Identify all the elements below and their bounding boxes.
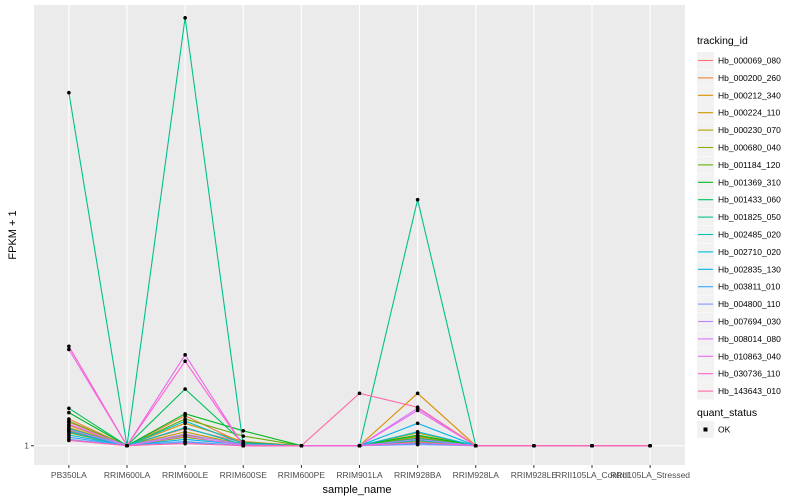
data-point (473, 443, 478, 448)
legend-label: Hb_001825_050 (718, 212, 781, 222)
legend-label: Hb_002485_020 (718, 230, 781, 240)
data-point (357, 443, 362, 448)
data-point (67, 406, 71, 411)
x-tick-label: RRIM600LA (104, 470, 151, 480)
data-point (415, 433, 420, 437)
x-tick-label: PB350LA (51, 470, 87, 480)
x-tick-label: RRII105LA_Stressed (610, 470, 690, 480)
legend-label: Hb_002835_130 (718, 264, 781, 274)
data-point (183, 441, 187, 446)
data-point (415, 421, 420, 426)
data-point (67, 422, 71, 427)
legend-label: Hb_003811_010 (718, 282, 781, 292)
x-tick-label: RRIM600LE (162, 470, 209, 480)
data-point (183, 359, 187, 364)
data-point (415, 437, 420, 442)
legend-quant-status-title: quant_status (697, 407, 757, 419)
legend-quant-status: quant_status OK (697, 407, 757, 438)
legend-label: Hb_004800_110 (718, 299, 781, 309)
x-tick-label: RRIM928BA (394, 470, 442, 480)
legend-label: Hb_000224_110 (718, 108, 781, 118)
data-point (241, 443, 246, 448)
data-point (357, 391, 362, 396)
legend-label: Hb_007694_030 (718, 317, 781, 327)
y-tick-label: 1 (24, 441, 29, 451)
y-axis-title: FPKM + 1 (7, 210, 19, 259)
x-tick-label: RRIM600SE (220, 470, 268, 480)
data-point (241, 428, 246, 433)
legend-label: Hb_143643_010 (718, 386, 781, 396)
x-tick-label: RRIM928LA (453, 470, 500, 480)
data-point (67, 347, 71, 352)
legend-label: Hb_000212_340 (718, 90, 781, 100)
grid-lines (34, 5, 685, 465)
legend-label: Hb_008014_080 (718, 334, 781, 344)
x-tick-label: RRIM928LE (511, 470, 558, 480)
data-point (183, 411, 187, 416)
legend-label: Hb_000680_040 (718, 143, 781, 153)
legend-label: Hb_002710_020 (718, 247, 781, 257)
data-point (183, 419, 187, 423)
legend-label: Hb_000230_070 (718, 125, 781, 135)
legend-key-point (703, 427, 708, 432)
data-point (125, 443, 129, 448)
legend-label: Hb_001369_310 (718, 177, 781, 187)
axes: PB350LA RRIM600LA RRIM600LE RRIM600SE RRIM60… (24, 441, 690, 480)
data-point (415, 405, 420, 410)
data-point (183, 425, 187, 430)
legend-label: Hb_000069_080 (718, 56, 781, 66)
data-point (183, 16, 187, 20)
data-point (183, 434, 187, 438)
legend-label: Hb_001184_120 (718, 160, 781, 170)
x-axis-title: sample_name (322, 484, 391, 496)
x-tick-label: RRIM901LA (336, 470, 383, 480)
data-point (183, 387, 187, 391)
legend-label: Hb_030736_110 (718, 369, 781, 379)
data-point (67, 410, 71, 415)
x-tick-label: RRIM600PE (278, 470, 326, 480)
data-point (415, 430, 420, 434)
data-point (241, 434, 246, 438)
data-point (415, 197, 420, 202)
data-point (415, 440, 420, 445)
x-tick-label: RRII105LA_Control (555, 470, 629, 480)
data-point (532, 443, 536, 448)
data-points (67, 16, 652, 448)
data-point (67, 344, 71, 349)
legend-title: tracking_id (697, 35, 748, 47)
legend-label: Hb_010863_040 (718, 351, 781, 361)
data-point (299, 443, 304, 448)
legend-label: Hb_001433_060 (718, 195, 781, 205)
data-point (648, 443, 652, 448)
data-point (590, 443, 594, 448)
data-point (67, 419, 71, 423)
data-point (67, 427, 71, 432)
data-point (67, 438, 71, 443)
legend-tracking-id: tracking_id Hb_000069_080 Hb_000200_260 Hb… (697, 35, 781, 400)
data-point (67, 90, 71, 95)
data-point (415, 391, 420, 396)
data-point (415, 408, 420, 413)
legend-label: OK (718, 425, 731, 435)
legend-label: Hb_000200_260 (718, 73, 781, 83)
data-point (183, 353, 187, 357)
